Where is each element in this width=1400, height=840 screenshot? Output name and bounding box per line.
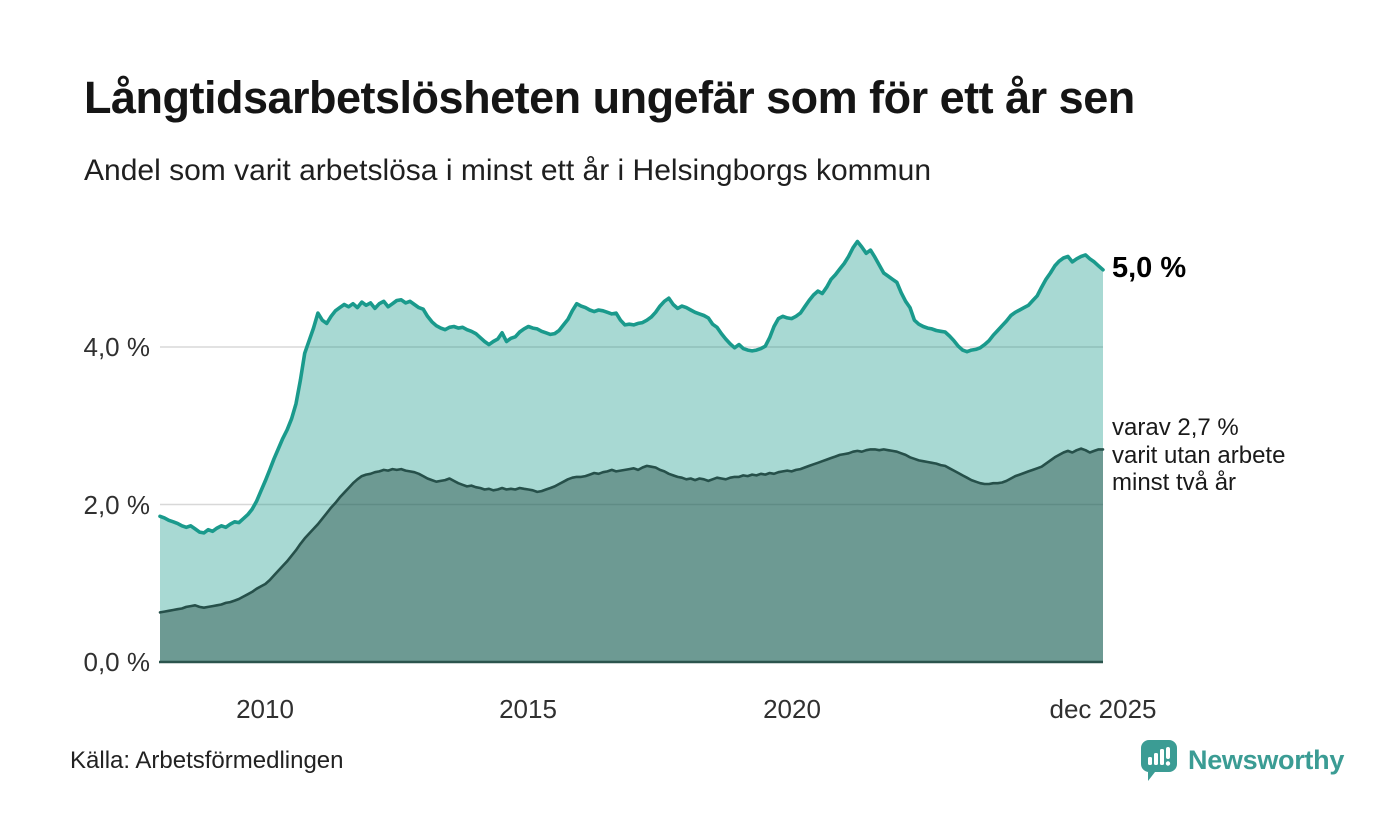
chart-subtitle: Andel som varit arbetslösa i minst ett å…	[84, 154, 932, 187]
newsworthy-logo: Newsworthy	[1141, 740, 1344, 782]
area-minst-tva-ar	[160, 448, 1103, 662]
newsworthy-logo-icon	[1141, 740, 1177, 781]
line-minst-ett-ar	[158, 239, 1105, 535]
chart-title: Långtidsarbetslösheten ungefär som för e…	[84, 72, 1135, 123]
source-note: Källa: Arbetsförmedlingen	[70, 747, 344, 774]
annotation-two-year-line: varav 2,7 %	[1112, 414, 1239, 441]
annotation-latest-total-value: 5,0 %	[1112, 252, 1187, 284]
newsworthy-logo-text: Newsworthy	[1188, 745, 1345, 775]
annotation-two-year-line: minst två år	[1112, 469, 1237, 496]
annotation-two-year-line: varit utan arbete	[1112, 441, 1286, 469]
line-minst-tva-ar	[158, 447, 1105, 614]
area-minst-ett-ar	[160, 241, 1103, 662]
annotation-two-year-value: varav 2,7 % varit utan arbete minst två …	[1112, 414, 1285, 497]
